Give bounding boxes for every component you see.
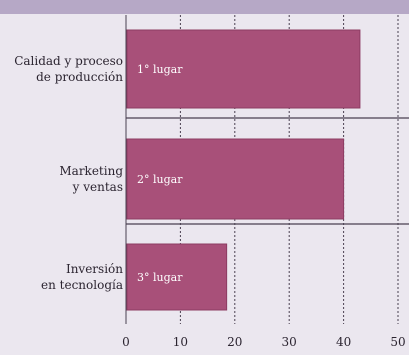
x-tick-label-40: 40	[336, 335, 351, 349]
category-label-2-line-1: Marketing	[59, 164, 123, 178]
category-label-2-line-2: y ventas	[72, 180, 123, 194]
bar-3	[126, 243, 228, 311]
bar-1	[126, 29, 361, 109]
x-tick-label-30: 30	[282, 335, 297, 349]
bars: 1° lugar 2° lugar 3° lugar	[126, 29, 361, 311]
bar-label-2: 2° lugar	[137, 173, 183, 186]
x-axis-ticks: 0 10 20 30 40 50	[122, 335, 405, 349]
bar-2	[126, 138, 345, 220]
category-labels: Calidad y proceso de producción Marketing y…	[14, 54, 123, 292]
category-label-1-line-2: de producción	[36, 70, 123, 84]
category-label-3-line-2: en tecnología	[41, 278, 123, 292]
category-label-3-line-1: Inversión	[66, 262, 123, 276]
x-tick-label-0: 0	[122, 335, 130, 349]
grid-lines	[125, 15, 409, 324]
x-tick-label-20: 20	[227, 335, 242, 349]
x-tick-label-50: 50	[390, 335, 405, 349]
x-tick-label-10: 10	[173, 335, 188, 349]
bar-label-1: 1° lugar	[137, 63, 183, 76]
bar-label-3: 3° lugar	[137, 271, 183, 284]
header-band	[0, 0, 409, 14]
category-label-1-line-1: Calidad y proceso	[14, 54, 123, 68]
